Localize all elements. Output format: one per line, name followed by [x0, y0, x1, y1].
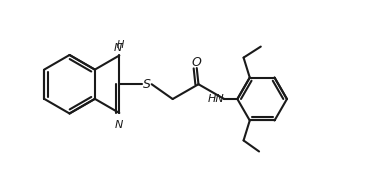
Text: N: N: [114, 43, 122, 53]
Text: N: N: [115, 120, 124, 130]
Text: H: H: [116, 40, 124, 50]
Text: HN: HN: [207, 94, 224, 104]
Text: O: O: [192, 56, 202, 69]
Text: S: S: [143, 78, 151, 91]
